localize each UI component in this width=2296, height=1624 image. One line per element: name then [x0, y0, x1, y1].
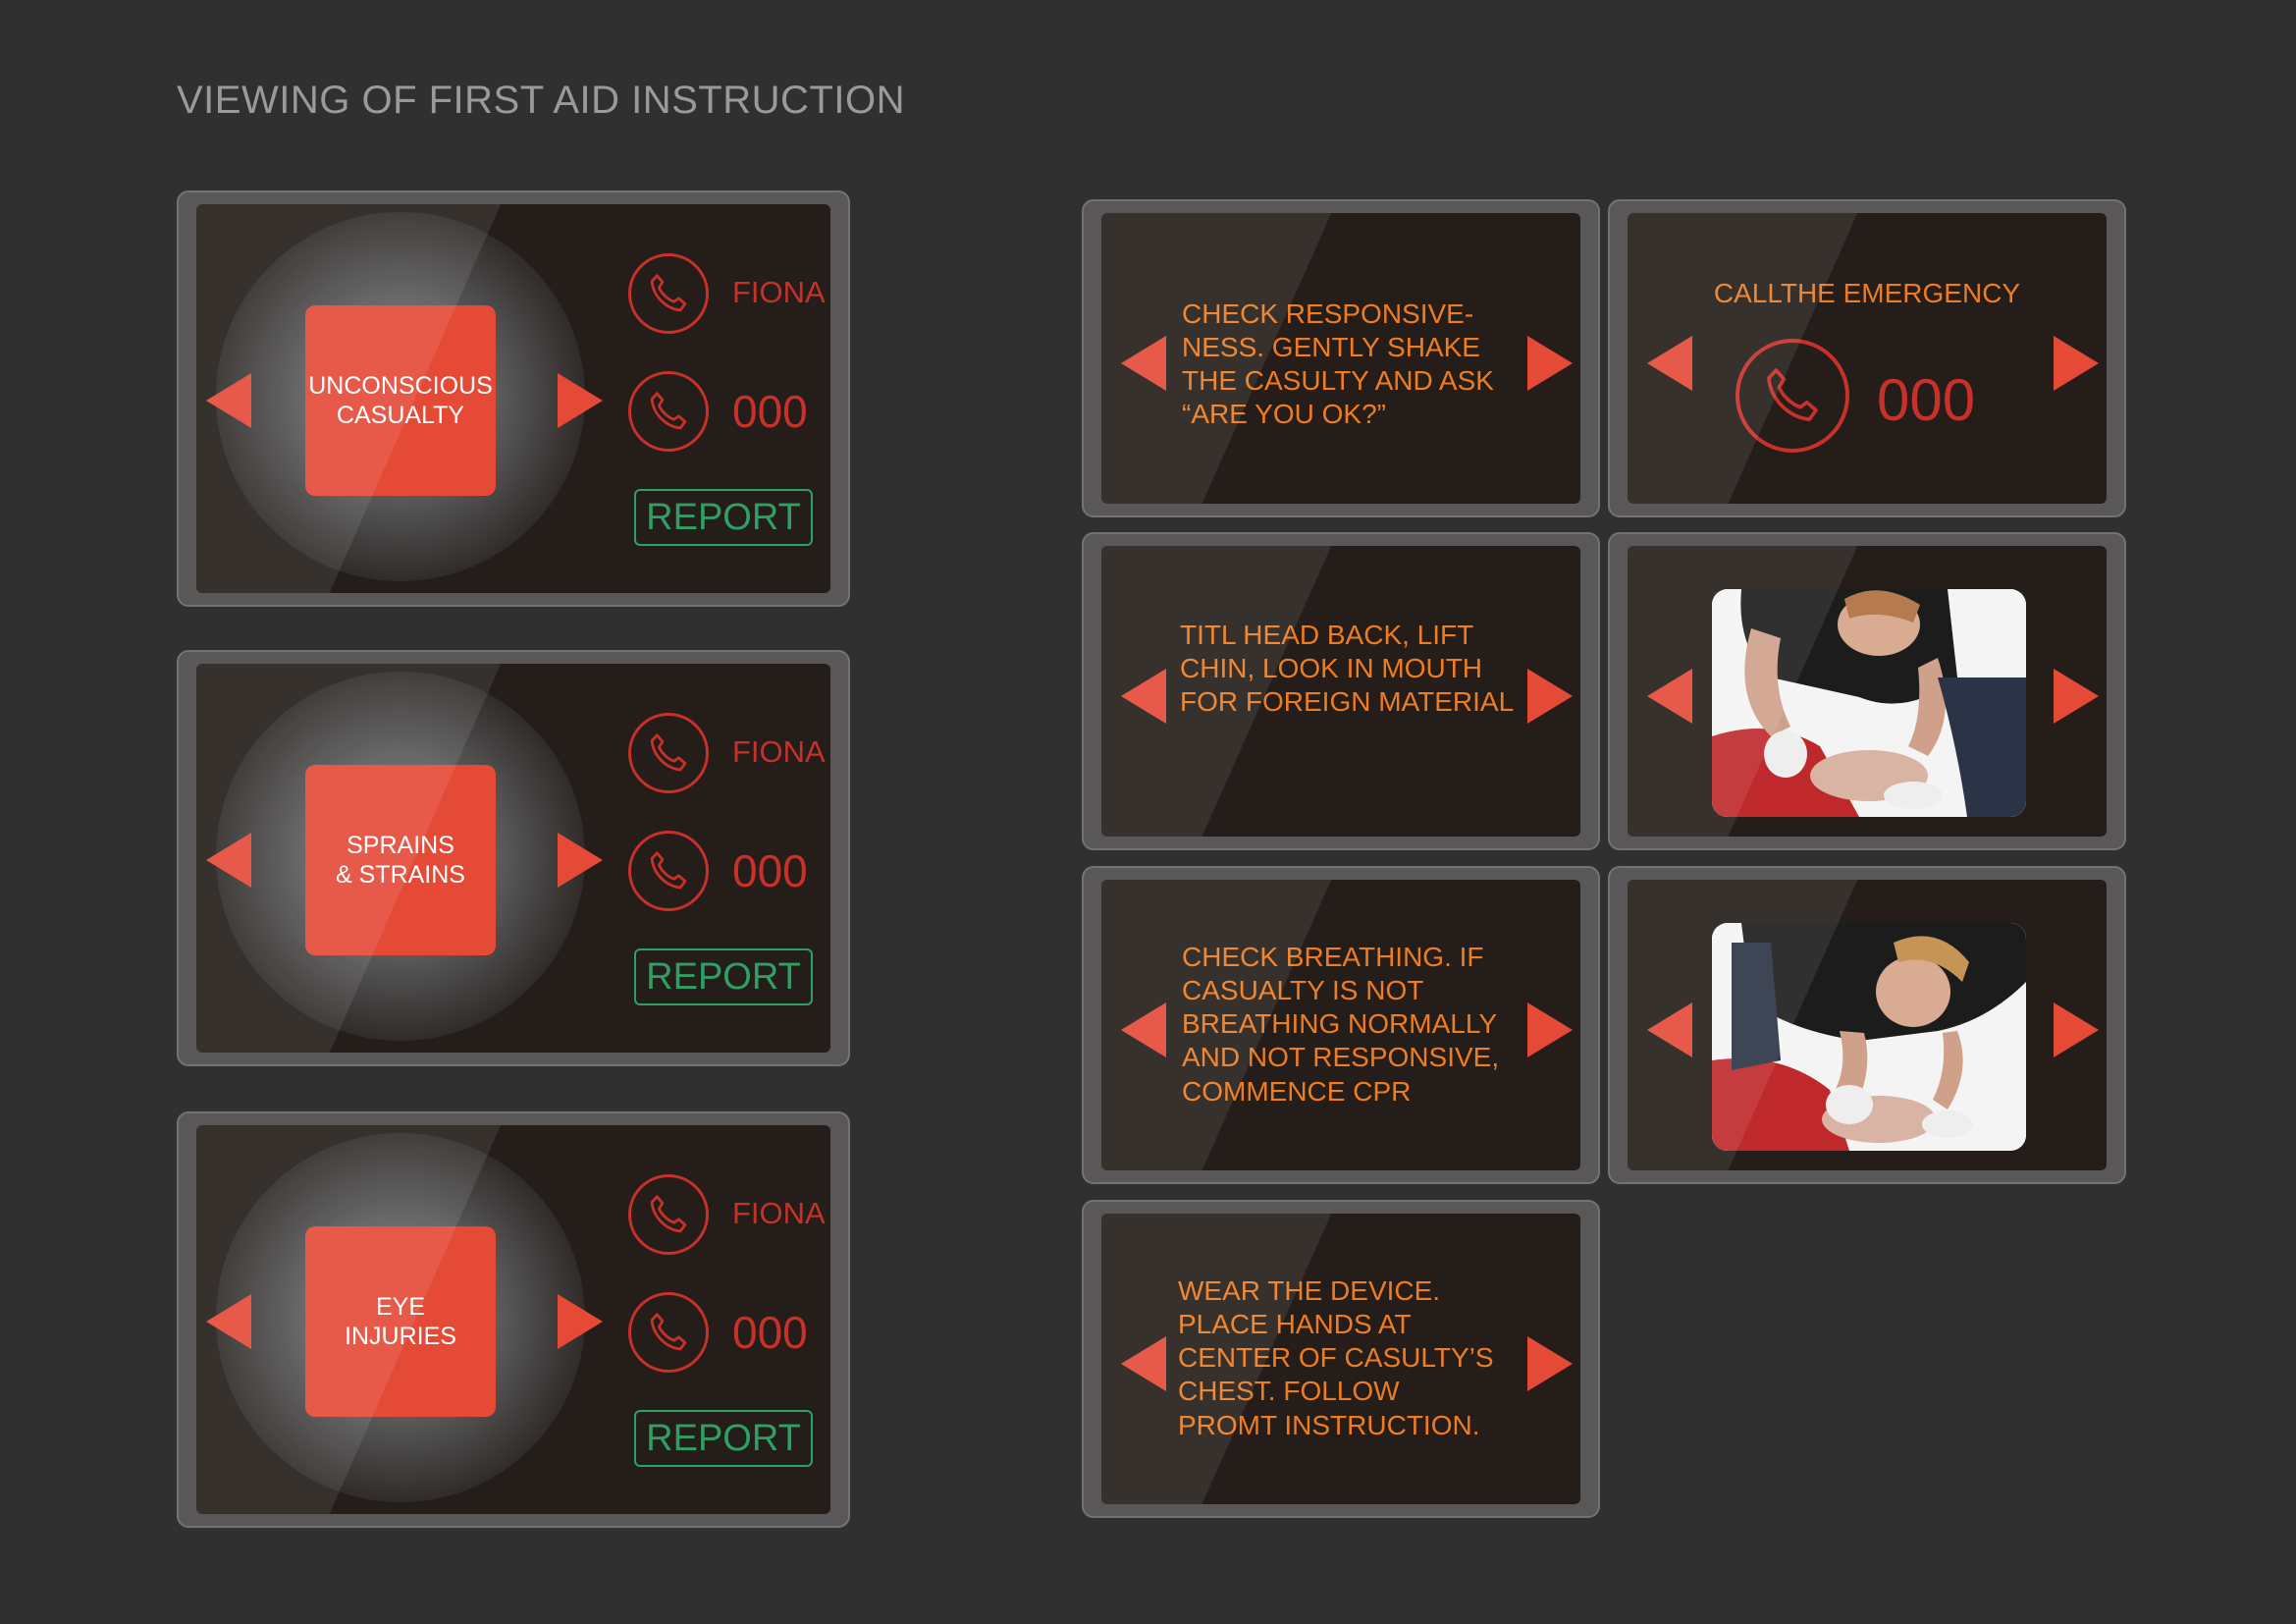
device-screen: SPRAINS & STRAINS FIONA 000 REPORT [196, 664, 830, 1053]
emergency-number: 000 [1877, 367, 1976, 433]
category-tile-sprains[interactable]: SPRAINS & STRAINS [305, 765, 496, 955]
call-emergency-button[interactable] [1735, 339, 1849, 453]
call-contact-button[interactable] [628, 1174, 709, 1255]
next-arrow-icon[interactable] [2054, 1002, 2099, 1057]
prev-arrow-icon[interactable] [1647, 669, 1692, 724]
breathing-photo-illustration [1712, 923, 2026, 1151]
phone-icon [650, 392, 687, 430]
device-screen: UNCONSCIOUS CASUALTY FIONA 000 REPORT [196, 204, 830, 593]
prev-arrow-icon[interactable] [1121, 1336, 1166, 1391]
first-aid-photo [1712, 589, 2026, 817]
next-arrow-icon[interactable] [1527, 669, 1573, 724]
device-screen: CALLTHE EMERGENCY 000 [1628, 213, 2107, 504]
call-emergency-button[interactable] [628, 371, 709, 452]
instruction-device-cpr: WEAR THE DEVICE. PLACE HANDS AT CENTER O… [1082, 1200, 1600, 1518]
call-emergency-button[interactable] [628, 831, 709, 911]
phone-icon [1767, 368, 1818, 421]
next-arrow-icon[interactable] [558, 373, 603, 428]
emergency-number: 000 [732, 386, 808, 437]
emergency-number: 000 [732, 1307, 808, 1358]
next-arrow-icon[interactable] [558, 1294, 603, 1349]
report-button[interactable]: REPORT [634, 948, 813, 1005]
prev-arrow-icon[interactable] [1121, 336, 1166, 391]
instruction-device-photo-breathing [1608, 866, 2126, 1184]
page-title: VIEWING OF FIRST AID INSTRUCTION [177, 79, 905, 122]
first-aid-photo [1712, 923, 2026, 1151]
category-device-unconscious: UNCONSCIOUS CASUALTY FIONA 000 REPORT [177, 190, 850, 607]
next-arrow-icon[interactable] [2054, 336, 2099, 391]
phone-icon [650, 1313, 687, 1351]
next-arrow-icon[interactable] [2054, 669, 2099, 724]
device-screen: EYE INJURIES FIONA 000 REPORT [196, 1125, 830, 1514]
airway-photo-illustration [1712, 589, 2026, 817]
phone-icon [650, 1195, 687, 1233]
next-arrow-icon[interactable] [1527, 1002, 1573, 1057]
instruction-text: TITL HEAD BACK, LIFT CHIN, LOOK IN MOUTH… [1180, 620, 1515, 718]
phone-icon [650, 851, 687, 890]
report-button[interactable]: REPORT [634, 489, 813, 546]
call-contact-button[interactable] [628, 713, 709, 793]
next-arrow-icon[interactable] [1527, 336, 1573, 391]
next-arrow-icon[interactable] [1527, 1336, 1573, 1391]
contact-name: FIONA [732, 1196, 826, 1230]
device-screen [1628, 880, 2107, 1170]
phone-icon [650, 274, 687, 312]
contact-name: FIONA [732, 734, 826, 769]
instruction-device-responsiveness: CHECK RESPONSIVE- NESS. GENTLY SHAKE THE… [1082, 199, 1600, 517]
prev-arrow-icon[interactable] [1647, 336, 1692, 391]
report-button[interactable]: REPORT [634, 1410, 813, 1467]
prev-arrow-icon[interactable] [1121, 669, 1166, 724]
device-screen: TITL HEAD BACK, LIFT CHIN, LOOK IN MOUTH… [1101, 546, 1580, 837]
device-screen [1628, 546, 2107, 837]
prev-arrow-icon[interactable] [1121, 1002, 1166, 1057]
prev-arrow-icon[interactable] [206, 1294, 251, 1349]
instruction-text: CHECK RESPONSIVE- NESS. GENTLY SHAKE THE… [1182, 298, 1494, 430]
device-screen: WEAR THE DEVICE. PLACE HANDS AT CENTER O… [1101, 1214, 1580, 1504]
prev-arrow-icon[interactable] [206, 373, 251, 428]
call-contact-button[interactable] [628, 253, 709, 334]
category-device-eye: EYE INJURIES FIONA 000 REPORT [177, 1111, 850, 1528]
instruction-text: WEAR THE DEVICE. PLACE HANDS AT CENTER O… [1178, 1275, 1494, 1440]
instruction-text: CHECK BREATHING. IF CASUALTY IS NOT BREA… [1182, 942, 1500, 1107]
instruction-device-photo-airway [1608, 532, 2126, 850]
call-emergency-button[interactable] [628, 1292, 709, 1373]
phone-icon [650, 733, 687, 772]
device-screen: CHECK BREATHING. IF CASUALTY IS NOT BREA… [1101, 880, 1580, 1170]
contact-name: FIONA [732, 275, 826, 309]
instruction-device-airway: TITL HEAD BACK, LIFT CHIN, LOOK IN MOUTH… [1082, 532, 1600, 850]
emergency-title: CALLTHE EMERGENCY [1713, 278, 2021, 308]
instruction-device-emergency: CALLTHE EMERGENCY 000 [1608, 199, 2126, 517]
category-tile-eye[interactable]: EYE INJURIES [305, 1226, 496, 1417]
next-arrow-icon[interactable] [558, 833, 603, 888]
screen-gloss [1628, 213, 1858, 504]
category-device-sprains: SPRAINS & STRAINS FIONA 000 REPORT [177, 650, 850, 1066]
prev-arrow-icon[interactable] [206, 833, 251, 888]
category-tile-unconscious[interactable]: UNCONSCIOUS CASUALTY [305, 305, 496, 496]
emergency-number: 000 [732, 845, 808, 896]
device-screen: CHECK RESPONSIVE- NESS. GENTLY SHAKE THE… [1101, 213, 1580, 504]
instruction-device-breathing: CHECK BREATHING. IF CASUALTY IS NOT BREA… [1082, 866, 1600, 1184]
prev-arrow-icon[interactable] [1647, 1002, 1692, 1057]
